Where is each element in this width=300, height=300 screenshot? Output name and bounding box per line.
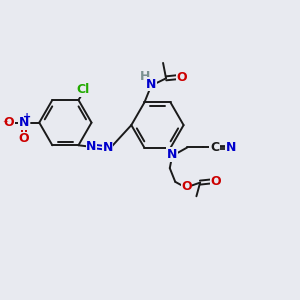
Text: C: C	[210, 141, 219, 154]
Text: O: O	[176, 70, 187, 84]
Text: O: O	[19, 132, 29, 145]
Text: N: N	[19, 116, 29, 129]
Text: +: +	[23, 112, 32, 122]
Text: O: O	[4, 116, 14, 129]
Text: Cl: Cl	[76, 83, 90, 96]
Text: N: N	[102, 141, 113, 154]
Text: ⁻: ⁻	[2, 119, 8, 129]
Text: N: N	[86, 140, 97, 153]
Text: N: N	[226, 141, 236, 154]
Text: H: H	[140, 70, 150, 83]
Text: O: O	[181, 180, 192, 193]
Text: N: N	[167, 148, 177, 161]
Text: N: N	[146, 78, 156, 91]
Text: O: O	[210, 175, 221, 188]
